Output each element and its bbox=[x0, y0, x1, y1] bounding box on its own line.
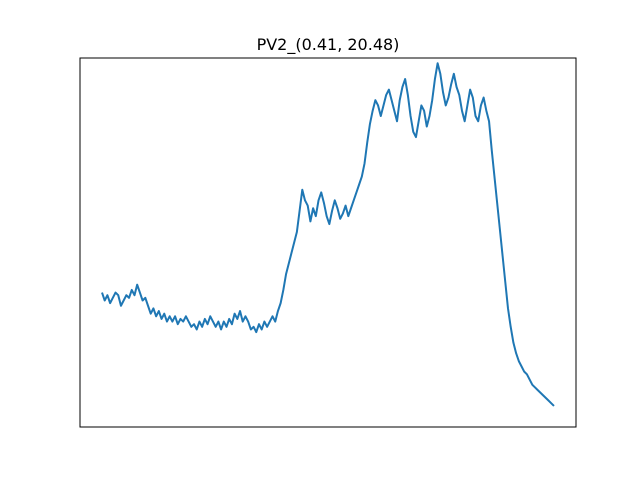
series-line-0 bbox=[101, 62, 555, 407]
plot-background bbox=[80, 58, 576, 427]
plot-frame bbox=[79, 57, 577, 428]
series-layer bbox=[101, 62, 555, 407]
chart-title: PV2_(0.41, 20.48) bbox=[257, 35, 400, 55]
plot-area bbox=[79, 57, 577, 428]
